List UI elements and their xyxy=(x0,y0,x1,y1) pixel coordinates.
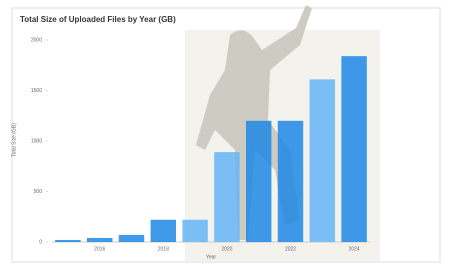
bar xyxy=(341,56,366,242)
bar xyxy=(151,220,176,242)
x-tick-label: 2024 xyxy=(349,246,360,252)
y-tick-label: 500 xyxy=(34,189,43,195)
bar xyxy=(278,121,303,242)
y-tick-label: 2000 xyxy=(31,37,42,43)
bar xyxy=(214,152,239,242)
bar xyxy=(87,238,112,242)
x-tick-label: 2018 xyxy=(158,246,169,252)
x-tick-label: 2016 xyxy=(94,246,105,252)
x-tick-label: 2020 xyxy=(221,246,232,252)
chart-title: Total Size of Uploaded Files by Year (GB… xyxy=(20,15,176,24)
bar xyxy=(182,220,207,242)
y-tick-label: 1500 xyxy=(31,88,42,94)
y-axis-title: Total Size (GB) xyxy=(11,123,17,157)
bar xyxy=(246,121,271,242)
x-tick-label: 2022 xyxy=(285,246,296,252)
page: {"chart_data": {"type": "bar", "title": … xyxy=(0,0,450,266)
bar xyxy=(310,79,335,242)
y-tick-label: 1000 xyxy=(31,138,42,144)
bar xyxy=(119,235,144,242)
chart: Total Size of Uploaded Files by Year (GB… xyxy=(0,0,450,266)
x-axis-title: Year xyxy=(206,254,216,260)
bar xyxy=(55,240,80,242)
y-tick-label: 0 xyxy=(39,239,42,245)
